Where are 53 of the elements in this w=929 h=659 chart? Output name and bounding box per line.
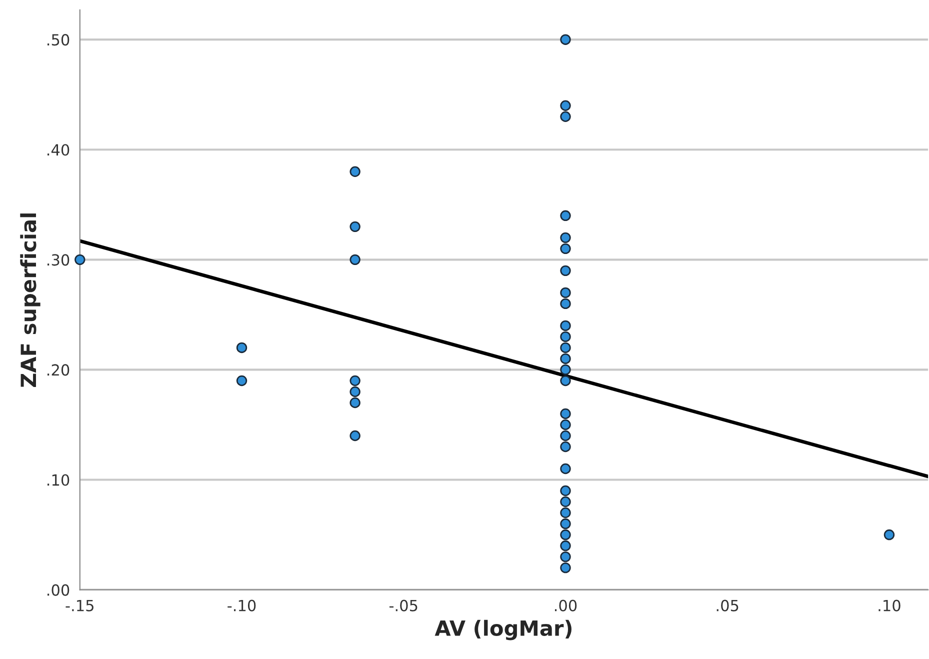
point [74, 254, 86, 266]
point [350, 166, 360, 177]
x-tick-label: .05 [716, 600, 738, 612]
point [560, 441, 571, 452]
point [560, 210, 571, 222]
x-tick-label: -.15 [66, 600, 94, 612]
point [560, 111, 571, 122]
point [560, 419, 571, 430]
y-axis-title: ZAF superficial [20, 214, 40, 387]
y-tick-label: .10 [48, 474, 70, 486]
point [560, 232, 571, 244]
x-tick-label: .00 [554, 600, 577, 612]
point [560, 463, 571, 474]
point [236, 342, 248, 354]
point [560, 518, 571, 530]
y-tick-label: .20 [48, 364, 70, 376]
point [560, 551, 571, 562]
point [350, 430, 360, 442]
y-tick-label: .30 [48, 254, 70, 266]
y-tick-label: .40 [48, 144, 70, 156]
point [560, 496, 571, 508]
point [350, 254, 360, 266]
y-tick-label: .50 [48, 34, 70, 46]
point [236, 375, 248, 386]
point [560, 562, 571, 574]
point [560, 298, 571, 310]
point [560, 331, 571, 342]
point [560, 529, 571, 540]
point [560, 287, 571, 298]
point [560, 353, 571, 364]
x-tick-label: -.10 [228, 600, 256, 612]
point [560, 485, 571, 496]
point [350, 221, 360, 232]
point [884, 529, 895, 540]
point [560, 507, 571, 518]
point [560, 342, 571, 354]
point [350, 397, 360, 408]
point [350, 375, 360, 386]
point [560, 364, 571, 376]
point [560, 540, 571, 552]
point [560, 408, 571, 420]
x-axis-title: AV (logMar) [434, 620, 572, 640]
point [560, 430, 571, 442]
point [560, 243, 571, 254]
point [560, 100, 571, 111]
x-tick-label: .10 [878, 600, 900, 612]
x-tick-label: -.05 [389, 600, 418, 612]
point [350, 386, 360, 398]
point [560, 320, 571, 332]
point [560, 375, 571, 386]
point [560, 265, 571, 276]
point [560, 34, 571, 45]
y-tick-label: .00 [48, 584, 70, 596]
